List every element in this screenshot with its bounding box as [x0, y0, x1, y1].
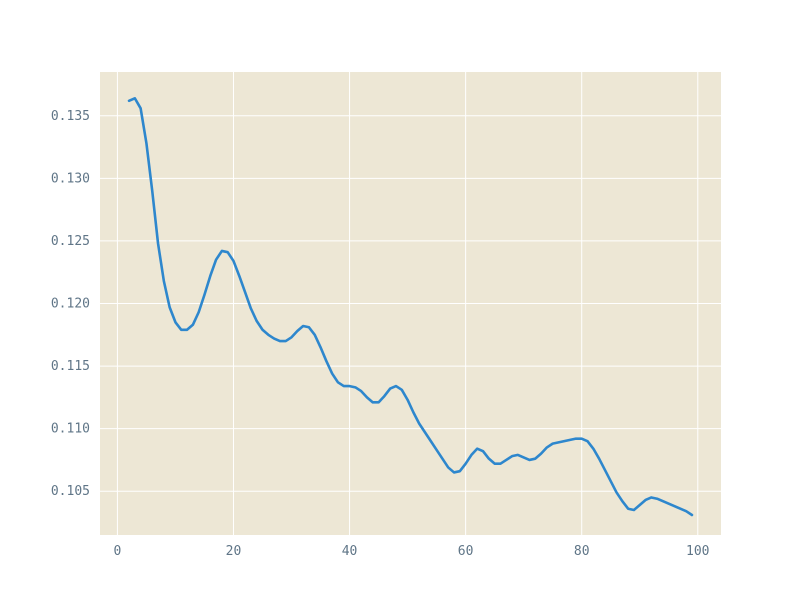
y-tick-label: 0.120	[51, 297, 90, 312]
x-tick-label: 0	[113, 544, 121, 559]
x-tick-label: 60	[458, 544, 474, 559]
x-tick-label: 80	[574, 544, 590, 559]
y-tick-label: 0.130	[51, 171, 90, 186]
series-line	[127, 96, 694, 517]
y-tick-label: 0.110	[51, 422, 90, 437]
y-tick-label: 0.105	[51, 484, 90, 499]
x-tick-label: 100	[686, 544, 709, 559]
x-tick-label: 40	[342, 544, 358, 559]
x-axis-tick-labels: 0 20 40 60 80 100	[113, 544, 709, 559]
y-axis-tick-labels: 0.105 0.110 0.115 0.120 0.125 0.130 0.135	[51, 109, 90, 499]
x-tick-label: 20	[226, 544, 242, 559]
horizontal-gridlines	[100, 115, 721, 492]
y-tick-label: 0.125	[51, 234, 90, 249]
series-group	[127, 96, 694, 517]
y-tick-label: 0.135	[51, 109, 90, 124]
y-tick-label: 0.115	[51, 359, 90, 374]
